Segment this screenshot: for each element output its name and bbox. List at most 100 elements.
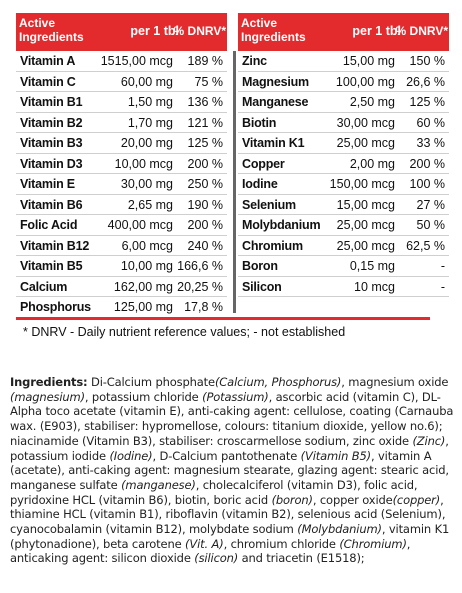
table-row: Vitamin C 60,00 mg 75 % <box>16 72 227 92</box>
ingredient-source-italic: (Chromium) <box>339 536 407 551</box>
ingredient-text-part: and triacetin (E1518); <box>238 551 365 566</box>
nutrient-amount: 10,00 mcg <box>114 156 173 171</box>
nutrient-amount: 0,15 mg <box>349 259 395 273</box>
nutrient-name: Vitamin D3 <box>20 156 83 171</box>
table-row: Vitamin A 1515,00 mcg 189 % <box>16 51 227 72</box>
ingredient-source-italic: (magnesium) <box>10 389 85 404</box>
ingredient-text-part: , copper oxide <box>312 492 393 507</box>
nutrient-name: Iodine <box>242 177 278 191</box>
header-active-ingredients: Active Ingredients <box>19 16 84 44</box>
nutrient-dnrv: 200 % <box>409 156 445 171</box>
nutrient-amount: 125,00 mg <box>113 300 173 314</box>
nutrient-name: Biotin <box>242 115 277 130</box>
nutrient-name: Copper <box>242 156 285 171</box>
ingredient-text-part: , potassium chloride <box>84 389 203 404</box>
table-row: Vitamin B12 6,00 mcg 240 % <box>16 236 227 256</box>
nutrient-dnrv: 75 % <box>194 74 224 89</box>
nutrient-dnrv: 100 % <box>409 177 445 191</box>
table-row: Vitamin B3 20,00 mg 125 % <box>16 133 227 154</box>
nutrient-dnrv: 189 % <box>187 54 223 68</box>
nutrient-name: Vitamin A <box>20 54 76 68</box>
nutrient-dnrv: 125 % <box>187 136 223 150</box>
table-row: Chromium 25,00 mcg 62,5 % <box>238 236 449 256</box>
ingredient-text-part: , potassium iodide <box>10 433 449 463</box>
ingredient-text-part: , thiamine HCL (vitamin B1), riboflavin … <box>10 492 446 537</box>
nutrient-name: Folic Acid <box>20 218 78 232</box>
table-row: Vitamin B2 1,70 mg 121 % <box>16 113 227 133</box>
ingredient-source-italic: (Iodine) <box>109 448 153 463</box>
ingredient-text-part: Di-Calcium phosphate <box>87 375 215 389</box>
nutrient-dnrv: 150 % <box>409 54 445 68</box>
header-per-tablet: per 1 tbl <box>352 24 401 38</box>
table-row: Magnesium 100,00 mg 26,6 % <box>238 72 449 92</box>
table-bottom-rule <box>16 317 430 320</box>
nutrient-dnrv: 62,5 % <box>406 238 445 253</box>
nutrient-amount: 15,00 mcg <box>336 197 395 212</box>
nutrient-name: Zinc <box>242 54 267 68</box>
header-dnrv: % DNRV* <box>173 24 226 38</box>
nutrient-dnrv: 17,8 % <box>184 300 223 314</box>
nutrient-amount: 10,00 mg <box>120 259 173 273</box>
nutrient-amount: 100,00 mg <box>335 74 395 89</box>
ingredient-text-part: , anticaking agent: silicon dioxide <box>10 536 411 566</box>
nutrient-amount: 400,00 mcg <box>107 218 173 232</box>
table-row: Vitamin B6 2,65 mg 190 % <box>16 195 227 215</box>
nutrient-dnrv: - <box>440 279 445 294</box>
ingredient-source-italic: (Vitamin B5) <box>300 448 371 463</box>
nutrient-dnrv: 250 % <box>187 177 223 191</box>
ingredient-source-italic: (Vit. A) <box>185 536 224 551</box>
table-row: Manganese 2,50 mg 125 % <box>238 92 449 113</box>
ingredient-source-italic: (boron) <box>271 492 313 507</box>
table-row: Molybdanium 25,00 mcg 50 % <box>238 215 449 236</box>
ingredient-source-italic: (copper) <box>392 492 441 507</box>
nutrient-amount: 25,00 mcg <box>336 238 395 253</box>
nutrient-amount: 1,50 mg <box>127 95 173 109</box>
table-row: Iodine 150,00 mcg 100 % <box>238 174 449 195</box>
ingredient-source-italic: (manganese) <box>121 477 196 492</box>
nutrient-name: Vitamin E <box>20 177 75 191</box>
nutrient-dnrv: 200 % <box>187 218 223 232</box>
nutrient-dnrv: 27 % <box>416 197 446 212</box>
footnote: * DNRV - Daily nutrient reference values… <box>23 325 346 339</box>
ingredient-text-part: , D-Calcium pantothenate <box>152 448 301 463</box>
nutrient-dnrv: 200 % <box>187 156 223 171</box>
ingredient-source-italic: (Potassium) <box>202 389 269 404</box>
nutrient-name: Chromium <box>242 238 303 253</box>
nutrient-dnrv: 125 % <box>409 95 445 109</box>
ingredient-text-part: , vitamin K1 (phytonadione), beta carote… <box>10 522 450 551</box>
nutrient-amount: 60,00 mg <box>120 74 173 89</box>
ingredients-paragraph: Ingredients: Di-Calcium phosphate(Calciu… <box>10 375 456 566</box>
ingredient-text-part: , cholecalciferol (vitamin D3), folic ac… <box>10 477 418 507</box>
header-dnrv: % DNRV* <box>395 24 448 38</box>
header-active-ingredients: Active Ingredients <box>241 16 306 44</box>
nutrient-name: Magnesium <box>242 74 309 89</box>
nutrient-dnrv: 50 % <box>416 218 446 232</box>
nutrient-amount: 1,70 mg <box>127 115 173 130</box>
nutrient-amount: 1515,00 mcg <box>100 54 173 68</box>
table-row: Vitamin K1 25,00 mcg 33 % <box>238 133 449 154</box>
table-row: Zinc 15,00 mg 150 % <box>238 51 449 72</box>
nutrient-dnrv: 33 % <box>416 136 446 150</box>
table-row: Vitamin D3 10,00 mcg 200 % <box>16 154 227 174</box>
ingredient-text-part: , vitamin A (acetate), anti-caking agent… <box>10 448 449 492</box>
ingredient-text-part: , magnesium oxide <box>341 375 449 389</box>
nutrient-name: Vitamin K1 <box>242 136 305 150</box>
nutrient-dnrv: 26,6 % <box>406 74 445 89</box>
table-header-right: Active Ingredients per 1 tbl % DNRV* <box>238 13 449 51</box>
table-row: Vitamin B5 10,00 mg 166,6 % <box>16 256 227 277</box>
nutrient-amount: 30,00 mcg <box>336 115 395 130</box>
nutrient-dnrv: 240 % <box>187 238 223 253</box>
ingredient-source-italic: (Molybdanium) <box>297 522 382 537</box>
nutrient-amount: 25,00 mcg <box>336 218 395 232</box>
ingredient-source-italic: (Zinc) <box>412 433 446 448</box>
table-row: Phosphorus 125,00 mg 17,8 % <box>16 297 227 318</box>
nutrient-dnrv: 190 % <box>187 197 223 212</box>
table-row: Silicon 10 mcg - <box>238 277 449 297</box>
nutrient-amount: 2,65 mg <box>127 197 173 212</box>
table-row: Selenium 15,00 mcg 27 % <box>238 195 449 215</box>
nutrient-name: Silicon <box>242 279 282 294</box>
nutrient-name: Vitamin B2 <box>20 115 83 130</box>
nutrient-dnrv: 121 % <box>187 115 223 130</box>
nutrient-name: Vitamin B5 <box>20 259 83 273</box>
ingredients-text: Di-Calcium phosphate(Calcium, Phosphorus… <box>10 375 453 565</box>
